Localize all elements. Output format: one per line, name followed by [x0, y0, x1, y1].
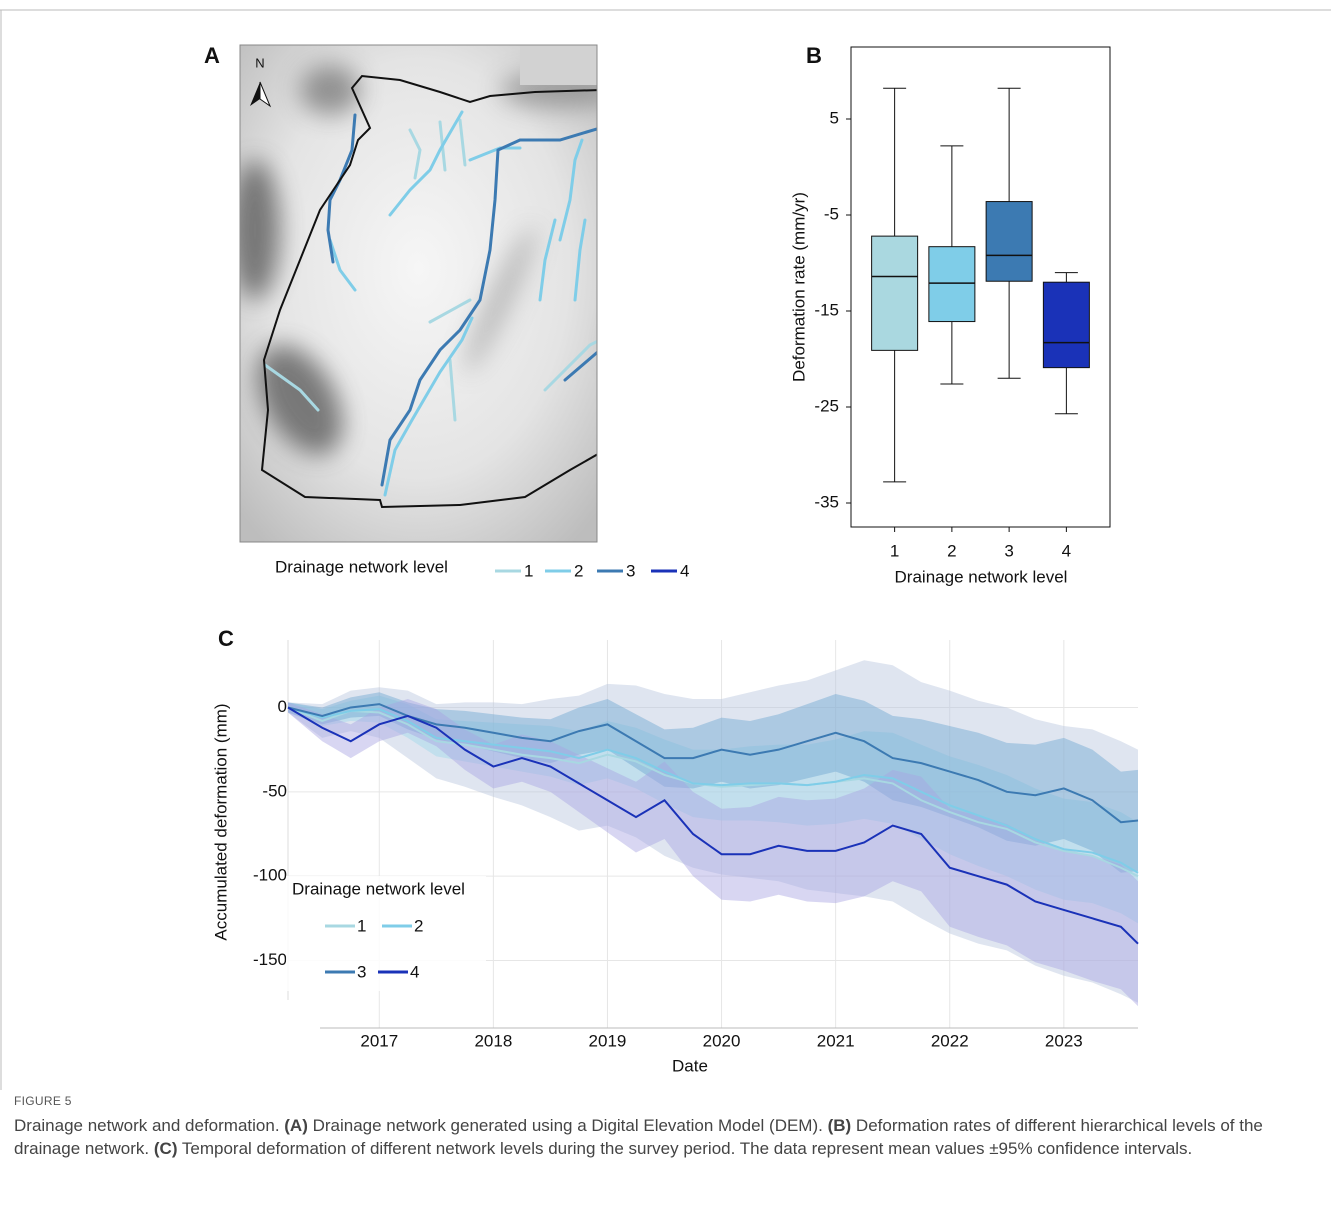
y-tick-label: -50 [262, 781, 287, 800]
y-tick-label: 5 [830, 108, 839, 127]
panel-label: B [806, 43, 822, 68]
x-axis-label: Date [672, 1056, 708, 1075]
x-tick-label: 2019 [589, 1031, 627, 1050]
map-legend-label: 1 [524, 561, 533, 580]
x-tick-label: 3 [1004, 541, 1013, 560]
box [1043, 282, 1089, 367]
drainage-line [650, 110, 652, 195]
caption: FIGURE 5 Drainage network and deformatio… [14, 1094, 1310, 1160]
map-legend-label: 4 [680, 561, 689, 580]
x-tick-label: 1 [890, 541, 899, 560]
legend-label: 3 [357, 962, 366, 981]
panel-label: A [204, 43, 220, 68]
x-tick-label: 2023 [1045, 1031, 1083, 1050]
x-tick-label: 2022 [931, 1031, 969, 1050]
figure-label: FIGURE 5 [14, 1094, 1310, 1108]
caption-panel-ref: (B) [828, 1116, 852, 1135]
y-tick-label: 0 [278, 697, 287, 716]
dem-flat [520, 45, 597, 85]
dem-background [240, 45, 597, 542]
caption-segment: Drainage network generated using a Digit… [308, 1116, 828, 1135]
map-legend-label: 3 [626, 561, 635, 580]
caption-segment: Temporal deformation of different networ… [177, 1139, 1192, 1158]
map-legend-title: Drainage network level [275, 557, 448, 576]
page: { "map": { "panel": "A", "north": "N", "… [0, 0, 1331, 1214]
map-legend-label: 2 [574, 561, 583, 580]
y-tick-label: -150 [253, 950, 287, 969]
y-tick-label: -100 [253, 866, 287, 885]
caption-panel-ref: (A) [284, 1116, 308, 1135]
box [929, 247, 975, 322]
north-label: N [255, 55, 264, 70]
x-tick-label: 4 [1062, 541, 1071, 560]
figure: N A Drainage network level 1 2 3 4 B 5 -5 -15 -2… [0, 0, 1331, 1090]
box [872, 236, 918, 350]
y-tick-label: -15 [814, 300, 839, 319]
x-tick-label: 2021 [817, 1031, 855, 1050]
y-axis-label: Accumulated deformation (mm) [211, 703, 230, 940]
legend-label: 1 [357, 916, 366, 935]
dem-map [230, 45, 755, 587]
x-axis-label: Drainage network level [895, 567, 1068, 586]
drainage-line [705, 170, 743, 300]
x-tick-label: 2017 [360, 1031, 398, 1050]
x-tick-label: 2 [947, 541, 956, 560]
caption-text: Drainage network and deformation. (A) Dr… [14, 1114, 1310, 1160]
y-tick-label: -35 [814, 492, 839, 511]
y-axis-label: Deformation rate (mm/yr) [789, 192, 808, 382]
legend-label: 4 [410, 962, 419, 981]
drainage-line [610, 122, 640, 200]
box [986, 202, 1032, 282]
legend-label: 2 [414, 916, 423, 935]
y-tick-label: -5 [824, 204, 839, 223]
x-tick-label: 2020 [703, 1031, 741, 1050]
y-tick-label: -25 [814, 396, 839, 415]
drainage-line [668, 265, 700, 280]
x-tick-label: 2018 [474, 1031, 512, 1050]
panel-label: C [218, 626, 234, 651]
legend-title: Drainage network level [292, 879, 465, 898]
caption-panel-ref: (C) [154, 1139, 178, 1158]
caption-segment: Drainage network and deformation. [14, 1116, 284, 1135]
